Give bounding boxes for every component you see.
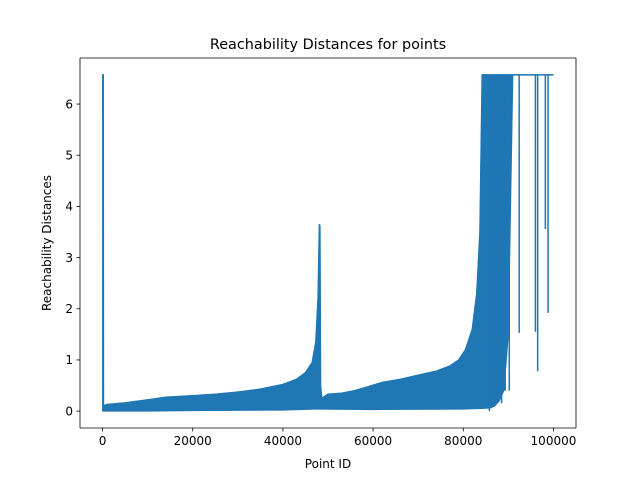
x-tick-label: 60000 [354, 434, 392, 448]
data-layer [102, 74, 554, 412]
x-tick-label: 80000 [444, 434, 482, 448]
x-axis-ticks: 0 20000 40000 60000 80000 100000 [99, 428, 577, 448]
x-axis-label: Point ID [305, 457, 351, 471]
x-tick-label: 40000 [264, 434, 302, 448]
y-axis-ticks: 0 1 2 3 4 5 6 [65, 97, 80, 418]
y-tick-label: 2 [65, 302, 73, 316]
series-line [102, 74, 554, 408]
axes-frame [79, 57, 577, 429]
x-tick-label: 0 [99, 434, 107, 448]
y-tick-label: 6 [65, 97, 73, 111]
y-tick-label: 0 [65, 404, 73, 418]
y-tick-label: 5 [65, 149, 73, 163]
x-tick-label: 100000 [531, 434, 577, 448]
y-axis-label: Reachability Distances [40, 175, 54, 311]
y-tick-label: 3 [65, 251, 73, 265]
chart-title: Reachability Distances for points [210, 37, 446, 53]
y-tick-label: 4 [65, 200, 73, 214]
y-tick-label: 1 [65, 353, 73, 367]
x-tick-label: 20000 [174, 434, 212, 448]
